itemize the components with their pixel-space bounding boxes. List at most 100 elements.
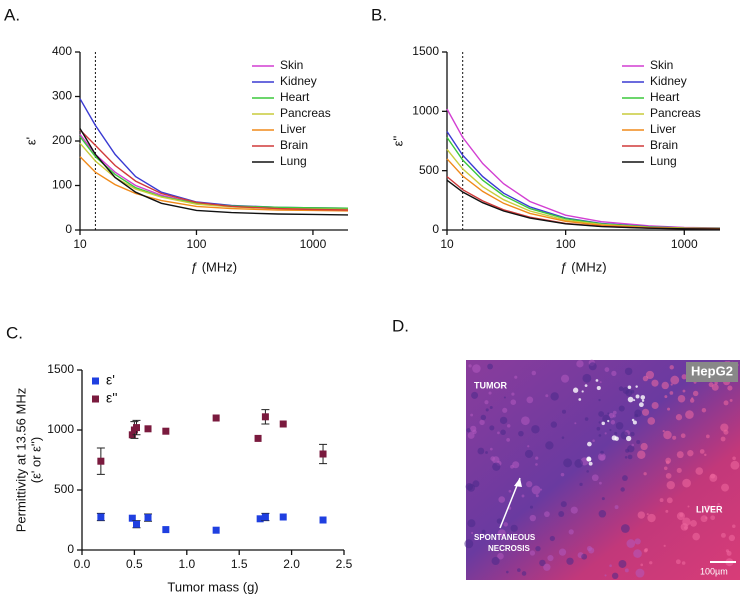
texture-dot [574,459,583,468]
texture-dot [598,411,605,417]
texture-dot [506,570,509,574]
texture-dot [508,489,512,493]
texture-dot [488,391,492,395]
texture-dot [467,484,475,492]
texture-dot [607,419,610,423]
legend-label: ε'' [106,390,118,406]
texture-dot [499,416,508,425]
legend-label: Heart [280,90,310,104]
texture-dot [499,385,504,390]
texture-dot [612,410,617,415]
texture-dot [669,365,674,370]
texture-dot [479,419,485,426]
x-tick-label: 0.5 [126,557,143,571]
texture-dot [563,458,573,468]
texture-dot [634,409,642,417]
texture-dot [599,481,602,485]
series-line [446,137,721,229]
texture-dot [676,512,685,521]
texture-dot [498,496,506,503]
texture-dot [624,568,629,573]
texture-dot [632,420,637,425]
texture-dot [682,389,686,393]
texture-dot [682,478,691,488]
texture-dot [584,384,588,388]
y-tick-label: 0 [67,542,74,556]
texture-dot [732,524,736,528]
texture-dot [526,396,534,404]
legend-label: Skin [280,58,303,72]
texture-dot [472,364,481,373]
x-tick-label: 2.0 [283,557,300,571]
texture-dot [581,390,584,393]
x-tick-label: 100 [186,237,206,251]
series-line [79,129,349,211]
x-axis-label: Tumor mass (g) [167,579,258,594]
texture-dot [472,480,480,488]
texture-dot [591,474,599,482]
texture-dot [705,434,710,439]
x-tick-label: 10 [440,237,454,251]
texture-dot [604,574,607,577]
texture-dot [609,428,612,432]
texture-dot [547,554,554,562]
texture-dot [614,431,618,435]
texture-dot [598,398,601,402]
texture-dot [709,473,718,482]
texture-dot [535,545,541,552]
texture-dot [521,416,530,426]
texture-dot [710,515,716,521]
texture-dot [572,387,579,393]
panel-label: D. [392,316,409,335]
texture-dot [727,385,733,391]
necrosis-label: NECROSIS [488,544,530,553]
texture-dot [645,370,655,380]
texture-dot [637,511,645,519]
texture-dot [497,431,500,435]
panel-label: C. [6,323,23,342]
texture-dot [485,408,489,412]
legend-label: Kidney [650,74,687,88]
texture-dot [586,546,593,552]
texture-dot [689,398,695,403]
legend-label: Kidney [280,74,317,88]
texture-dot [699,449,705,454]
texture-dot [529,550,536,556]
texture-dot [527,445,530,448]
texture-dot [604,367,610,372]
texture-dot [622,475,628,481]
texture-dot [669,391,674,395]
texture-dot [497,552,504,560]
texture-dot [732,456,736,461]
texture-dot [666,497,673,504]
point [261,413,269,421]
texture-dot [721,483,730,492]
y-tick-label: 500 [54,482,74,496]
texture-dot [690,519,697,527]
texture-dot [612,414,616,418]
texture-dot [526,481,533,488]
texture-dot [641,408,650,416]
texture-dot [470,413,474,417]
texture-dot [471,391,479,399]
point [319,450,327,458]
texture-dot [637,450,646,459]
series-line [446,179,721,230]
texture-dot [646,513,649,516]
texture-dot [601,421,605,426]
liver-label: LIVER [696,504,723,514]
texture-dot [667,407,671,411]
texture-dot [550,421,558,428]
texture-dot [588,461,593,466]
texture-dot [599,381,602,384]
texture-dot [518,430,524,437]
texture-dot [543,563,551,571]
point [132,520,140,528]
tumor-label: TUMOR [474,380,507,390]
texture-dot [618,560,627,568]
texture-dot [720,436,726,442]
legend-label: Pancreas [650,106,701,120]
texture-dot [675,559,681,565]
x-axis-label: ƒ (MHz) [191,259,237,274]
texture-dot [627,396,634,403]
